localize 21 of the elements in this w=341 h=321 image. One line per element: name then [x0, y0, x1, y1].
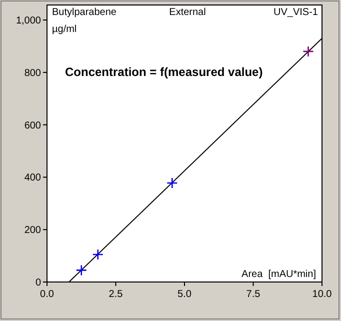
- y-tick-label: 1,000: [16, 16, 42, 26]
- y-tick-label: 200: [24, 225, 42, 236]
- x-tick-label: 0.0: [40, 289, 54, 300]
- y-tick-label: 600: [24, 120, 42, 132]
- point: [92, 248, 104, 260]
- x-axis-title: Area [mAU*min]: [242, 269, 316, 280]
- point: [166, 177, 178, 189]
- annotation: Concentration = f(measured value): [65, 65, 263, 79]
- y-tick-label: 800: [24, 68, 42, 79]
- x-tick-label: 7.5: [246, 289, 261, 300]
- y-tick-label: 400: [24, 172, 42, 184]
- chart-subtitle: Butylparabene: [52, 7, 117, 18]
- point: [302, 46, 314, 58]
- chart-title: External: [169, 7, 206, 18]
- y-axis-title: µg/ml: [52, 24, 77, 35]
- y-tick-label: 0: [35, 278, 42, 288]
- point: [76, 264, 88, 276]
- x-tick-label: 10.0: [312, 289, 332, 300]
- x-tick-label: 5.0: [178, 289, 192, 300]
- text: UV_VIS-1: [274, 7, 318, 18]
- x-tick-label: 2.5: [108, 289, 124, 300]
